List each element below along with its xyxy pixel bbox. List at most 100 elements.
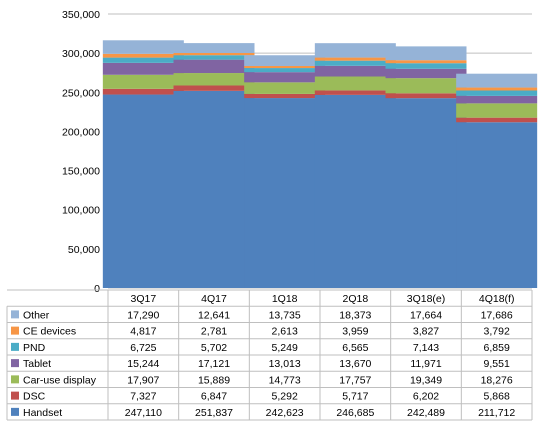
data-label: 5,868	[484, 391, 510, 403]
data-label: 17,664	[410, 309, 442, 321]
data-label: 17,686	[481, 309, 513, 321]
data-label: 242,489	[407, 407, 445, 419]
data-label: 4,817	[130, 326, 156, 338]
bars	[102, 40, 538, 289]
bar-segment	[385, 78, 467, 94]
bar-segment	[173, 90, 255, 289]
bar-segment	[102, 94, 184, 288]
bar-segment	[173, 43, 255, 54]
x-tick-label: 3Q17	[130, 293, 156, 305]
y-axis-ticks: 0 50,000 100,000 150,000 200,000 250,000 300,0…	[62, 9, 100, 295]
bar-segment	[314, 57, 396, 61]
bar-segment	[314, 43, 396, 58]
legend-swatch	[11, 391, 19, 400]
data-label: 246,685	[336, 407, 374, 419]
bar-segment	[173, 85, 255, 91]
bar-segment	[244, 98, 326, 288]
y-tick-label: 200,000	[62, 126, 100, 138]
x-tick-label: 1Q18	[272, 293, 298, 305]
bar-segment	[173, 73, 255, 86]
data-label: 7,143	[413, 342, 439, 354]
bar-segment	[244, 68, 326, 73]
bar-segment	[102, 74, 184, 89]
bar-segment	[314, 94, 396, 288]
y-tick-label: 100,000	[62, 205, 100, 217]
data-label: 3,792	[484, 326, 510, 338]
bar-segment	[314, 90, 396, 95]
bar-segment	[456, 90, 538, 96]
y-tick-label: 50,000	[68, 244, 100, 256]
bar-segment	[456, 103, 538, 118]
data-label: 13,735	[269, 309, 301, 321]
bar-segment	[173, 55, 255, 60]
data-label: 5,717	[342, 391, 368, 403]
bar-segment	[102, 53, 184, 58]
data-label: 18,373	[339, 309, 371, 321]
data-label: 7,327	[130, 391, 156, 403]
bar-segment	[314, 76, 396, 91]
legend-swatch	[11, 375, 19, 384]
data-label: 3,827	[413, 326, 439, 338]
bar-segment	[385, 60, 467, 64]
bar-segment	[102, 62, 184, 75]
bar-segment	[385, 93, 467, 99]
data-label: 17,757	[339, 374, 371, 386]
bar-segment	[456, 122, 538, 288]
legend-label: PND	[23, 342, 46, 354]
bar-segment	[244, 55, 326, 67]
bar-segment	[385, 68, 467, 79]
legend-label: Other	[23, 309, 50, 321]
data-label: 211,712	[478, 407, 515, 419]
x-tick-label: 3Q18(e)	[407, 293, 446, 305]
bar-segment	[456, 117, 538, 123]
data-label: 6,847	[201, 391, 227, 403]
legend-label: DSC	[23, 391, 46, 403]
data-label: 5,702	[201, 342, 227, 354]
data-label: 5,249	[272, 342, 298, 354]
data-label: 247,110	[125, 407, 162, 419]
bar-segment	[385, 46, 467, 61]
y-tick-label: 350,000	[62, 9, 100, 21]
y-tick-label: 300,000	[62, 48, 100, 60]
data-label: 17,907	[127, 374, 159, 386]
x-tick-label: 2Q18	[342, 293, 368, 305]
data-label: 19,349	[410, 374, 442, 386]
data-label: 242,623	[266, 407, 304, 419]
legend-label: CE devices	[23, 326, 76, 338]
legend-label: Tablet	[23, 358, 51, 370]
data-label: 6,565	[342, 342, 368, 354]
bar-segment	[173, 53, 255, 56]
bar-segment	[456, 95, 538, 104]
data-label: 12,641	[198, 309, 230, 321]
bar-segment	[102, 57, 184, 63]
bar-segment	[173, 59, 255, 74]
data-label: 6,859	[484, 342, 510, 354]
data-label: 6,725	[130, 342, 156, 354]
data-label: 6,202	[413, 391, 439, 403]
bar-segment	[314, 65, 396, 77]
x-tick-label: 4Q18(f)	[479, 293, 515, 305]
data-label: 13,013	[269, 358, 301, 370]
data-label: 17,121	[198, 358, 230, 370]
data-label: 13,670	[339, 358, 371, 370]
bar-segment	[102, 40, 184, 54]
y-tick-label: 250,000	[62, 87, 100, 99]
legend-swatch	[11, 407, 19, 416]
bar-segment	[244, 82, 326, 94]
data-label: 15,889	[198, 374, 230, 386]
data-label: 5,292	[272, 391, 298, 403]
bar-segment	[456, 87, 538, 91]
data-label: 17,290	[127, 309, 159, 321]
bar-segment	[244, 72, 326, 83]
data-label: 14,773	[269, 374, 301, 386]
bar-segment	[385, 63, 467, 69]
bar-segment	[244, 93, 326, 99]
bar-segment	[102, 88, 184, 95]
legend-swatch	[11, 310, 19, 319]
y-tick-label: 150,000	[62, 166, 100, 178]
data-label: 15,244	[127, 358, 159, 370]
legend-label: Car-use display	[23, 374, 97, 386]
legend-label: Handset	[23, 407, 62, 419]
legend-swatch	[11, 359, 19, 368]
